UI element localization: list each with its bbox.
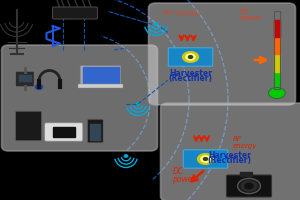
- FancyBboxPatch shape: [15, 71, 34, 87]
- Text: (Rectifier): (Rectifier): [208, 156, 251, 166]
- Circle shape: [268, 87, 285, 99]
- Bar: [52, 127, 75, 137]
- Text: (Rectifier): (Rectifier): [169, 74, 212, 84]
- Bar: [240, 172, 252, 176]
- Text: Harvester: Harvester: [169, 68, 212, 77]
- Text: Harvester: Harvester: [208, 150, 251, 160]
- Circle shape: [186, 54, 195, 60]
- FancyBboxPatch shape: [87, 119, 103, 143]
- Circle shape: [238, 178, 260, 194]
- Text: DC: DC: [172, 168, 184, 176]
- Bar: [78, 84, 123, 88]
- Bar: [274, 11, 280, 89]
- Text: DC: DC: [240, 9, 250, 15]
- Bar: [82, 67, 118, 85]
- Circle shape: [124, 155, 128, 157]
- Bar: [90, 124, 100, 140]
- FancyBboxPatch shape: [80, 65, 121, 87]
- Text: power: power: [172, 174, 196, 184]
- Circle shape: [201, 156, 210, 162]
- Bar: [274, 72, 280, 89]
- Circle shape: [182, 52, 199, 62]
- FancyBboxPatch shape: [183, 150, 228, 168]
- Circle shape: [188, 56, 193, 58]
- Bar: [274, 54, 280, 72]
- FancyBboxPatch shape: [52, 7, 98, 19]
- Bar: [274, 37, 280, 54]
- FancyBboxPatch shape: [2, 45, 158, 151]
- Circle shape: [245, 183, 253, 189]
- Circle shape: [154, 23, 158, 25]
- FancyBboxPatch shape: [148, 3, 296, 105]
- FancyBboxPatch shape: [15, 111, 42, 141]
- Bar: [19, 75, 31, 81]
- Text: energy: energy: [232, 143, 257, 149]
- Circle shape: [35, 85, 43, 89]
- Text: power: power: [240, 15, 262, 21]
- Bar: [274, 20, 280, 37]
- Circle shape: [241, 181, 257, 191]
- FancyBboxPatch shape: [160, 103, 300, 200]
- Text: RF: RF: [232, 136, 242, 142]
- Text: RF energy: RF energy: [164, 10, 199, 16]
- Circle shape: [197, 154, 214, 164]
- Circle shape: [203, 158, 208, 160]
- Circle shape: [136, 103, 140, 105]
- FancyBboxPatch shape: [226, 175, 272, 197]
- FancyBboxPatch shape: [45, 123, 83, 141]
- FancyBboxPatch shape: [168, 48, 213, 66]
